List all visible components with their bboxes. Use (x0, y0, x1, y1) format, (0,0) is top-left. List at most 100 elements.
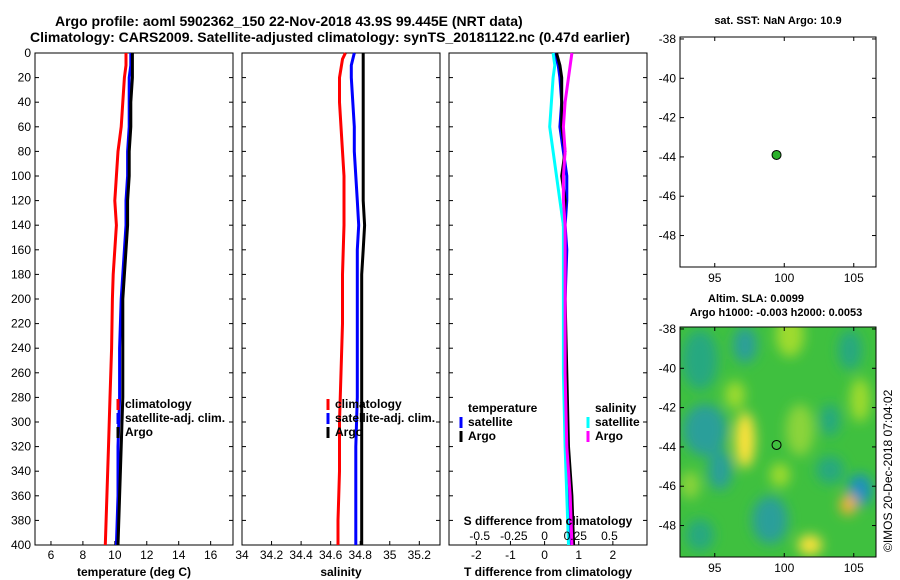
y-tick-label: -40 (659, 361, 677, 375)
x-tick-label: 34.4 (289, 548, 313, 562)
legend-heading-temperature: temperature (468, 401, 538, 415)
x-tick-label: 95 (708, 271, 722, 285)
y-tick-label: -48 (659, 229, 677, 243)
legend-label: satellite (595, 415, 640, 429)
y-tick-label: 0 (24, 46, 31, 60)
y-tick-label: 100 (11, 169, 31, 183)
sla-subtitle: Argo h1000: -0.003 h2000: 0.0053 (690, 307, 862, 319)
legend-label: Argo (335, 425, 363, 439)
y-tick-label: 340 (11, 464, 31, 478)
sla-anomaly (776, 327, 804, 357)
sla-anomaly (848, 474, 872, 506)
sla-anomaly (798, 535, 822, 555)
legend-label: satellite-adj. clim. (335, 411, 435, 425)
x-tick-label: 35.2 (408, 548, 432, 562)
argo-location-marker (771, 439, 782, 450)
y-tick-label: 200 (11, 292, 31, 306)
salinity-xlabel: salinity (320, 565, 362, 579)
x-tick-label: -1 (505, 548, 516, 562)
argo-location-marker (771, 149, 782, 160)
temperature-xlabel: temperature (deg C) (77, 565, 191, 579)
sla-anomaly (725, 381, 745, 409)
x-top-tick-label: 0 (541, 529, 548, 543)
y-tick-label: -40 (659, 71, 677, 85)
sst-title: sat. SST: NaN Argo: 10.9 (714, 15, 841, 27)
legend-label: satellite-adj. clim. (125, 411, 225, 425)
x-tick-label: 105 (844, 561, 864, 575)
y-tick-label: 160 (11, 243, 31, 257)
y-tick-label: -44 (659, 150, 677, 164)
sla-anomaly (708, 450, 732, 490)
x-tick-label: 8 (80, 548, 87, 562)
sla-anomaly (838, 330, 862, 370)
x-tick-label: 34 (235, 548, 249, 562)
y-tick-label: 180 (11, 267, 31, 281)
x-tick-label: 6 (48, 548, 55, 562)
x-tick-label: 100 (774, 271, 794, 285)
x-top-tick-label: -0.25 (500, 529, 528, 543)
y-tick-label: -48 (659, 519, 677, 533)
x-top-tick-label: 0.25 (564, 529, 588, 543)
title-line-1: Argo profile: aoml 5902362_150 22-Nov-20… (55, 13, 523, 29)
sla-anomaly (770, 463, 790, 487)
x-tick-label: 34.8 (349, 548, 373, 562)
x-tick-label: 34.2 (260, 548, 284, 562)
temperature-frame (34, 52, 234, 546)
legend-label: Argo (125, 425, 153, 439)
x-tick-label: 12 (140, 548, 154, 562)
series-argo (360, 53, 367, 545)
x-tick-label: 35 (383, 548, 397, 562)
series-t-argo (555, 52, 576, 546)
x-label-top: S difference from climatology (464, 514, 633, 528)
sla-anomaly (840, 495, 856, 515)
y-tick-label: 400 (11, 538, 31, 552)
x-tick-label: 10 (108, 548, 122, 562)
x-tick-label: 14 (172, 548, 186, 562)
legend-label: Argo (595, 429, 623, 443)
x-tick-label: 34.6 (319, 548, 343, 562)
y-tick-label: 80 (18, 144, 32, 158)
y-tick-label: -46 (659, 189, 677, 203)
sla-anomaly (786, 404, 814, 456)
x-tick-label: 1 (575, 548, 582, 562)
sst_map-panel: -38 -40 -42 -44 -46 -48 95 100 105 sat. SST: NaN … (659, 15, 877, 285)
sla-anomaly (683, 404, 727, 456)
series-argo (116, 53, 134, 546)
legend-label: climatology (335, 397, 402, 411)
legend-label: climatology (125, 397, 192, 411)
sla_map-frame (679, 326, 877, 558)
x-tick-label: 2 (610, 548, 617, 562)
x-tick-label: 0 (541, 548, 548, 562)
title-line-2: Climatology: CARS2009. Satellite-adjuste… (30, 29, 630, 45)
sla-anomaly (733, 327, 757, 363)
y-tick-label: 40 (18, 95, 32, 109)
y-tick-label: -38 (659, 322, 677, 336)
sla-anomaly (680, 471, 700, 499)
series-climatology (336, 52, 347, 545)
y-tick-label: -38 (659, 32, 677, 46)
salinity-panel: 34 34.2 34.4 34.6 34.8 35 35.2 salinity climatol… (235, 52, 441, 579)
sla-anomaly (682, 330, 718, 390)
legend-label: Argo (468, 429, 496, 443)
differences-xlabel: T difference from climatology (464, 565, 632, 579)
sla-anomaly (816, 456, 844, 484)
y-tick-label: 120 (11, 194, 31, 208)
x-top-tick-label: -0.5 (469, 529, 490, 543)
y-tick-label: 320 (11, 440, 31, 454)
y-tick-label: 20 (18, 71, 32, 85)
sla-anomaly (735, 412, 755, 468)
x-tick-label: 105 (844, 271, 864, 285)
y-tick-label: -42 (659, 401, 677, 415)
sla-anomaly (820, 404, 840, 436)
series-climatology (103, 53, 128, 546)
y-tick-label: 140 (11, 218, 31, 232)
sla_map-panel: -38 -40 -42 -44 -46 -48 95 100 105 Altim. SLA: 0.… (659, 293, 877, 575)
x-tick-label: 100 (774, 561, 794, 575)
x-tick-label: 95 (708, 561, 722, 575)
y-tick-label: -44 (659, 440, 677, 454)
series-s-argo (561, 52, 574, 546)
y-tick-label: 60 (18, 120, 32, 134)
x-top-tick-label: 0.5 (601, 529, 618, 543)
watermark: ©IMOS 20-Dec-2018 07:04:02 (881, 389, 895, 552)
